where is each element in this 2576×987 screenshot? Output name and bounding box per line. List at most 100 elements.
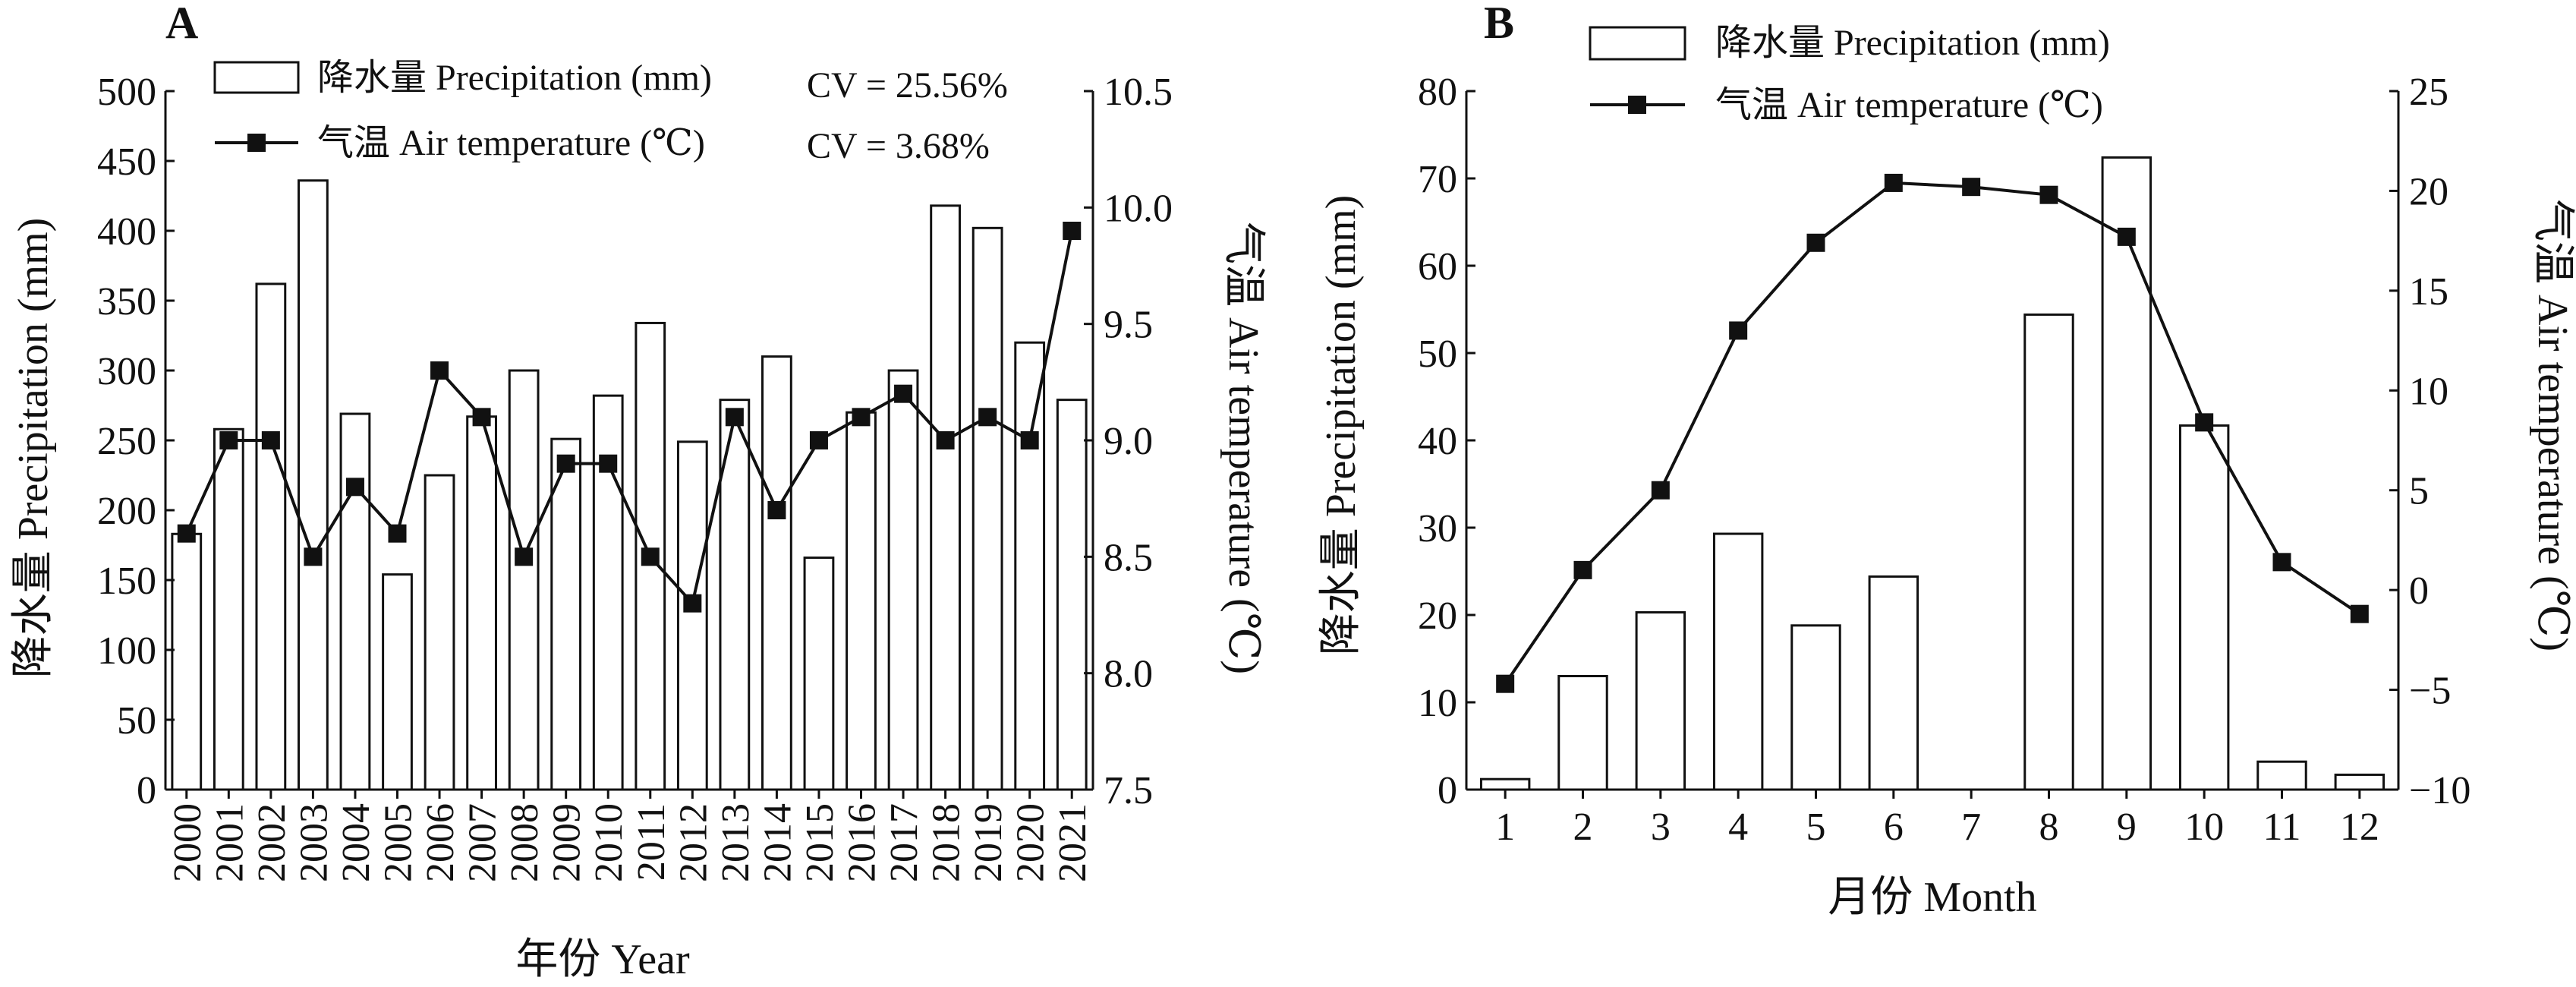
temperature-point — [1020, 431, 1039, 449]
y-tick-label: 300 — [97, 350, 156, 393]
x-tick-label: 5 — [1806, 806, 1826, 849]
x-tick-label: 2010 — [587, 803, 631, 882]
x-tick-label: 6 — [1884, 806, 1904, 849]
y2-tick-label: 25 — [2409, 71, 2448, 114]
y-tick-label: 350 — [97, 280, 156, 323]
temperature-point — [304, 547, 323, 566]
panel-a-legend: 降水量 Precipitation (mm) 气温 Air temperatur… — [213, 58, 712, 163]
temperature-point — [894, 384, 913, 403]
x-tick-label: 2014 — [756, 803, 799, 882]
y-tick-label: 500 — [97, 71, 156, 114]
x-tick-label: 2001 — [208, 803, 251, 882]
y2-tick-label: 10.0 — [1104, 187, 1173, 230]
temperature-line — [184, 230, 1074, 607]
temperature-point — [2272, 553, 2291, 572]
precipitation-bar — [1056, 399, 1088, 791]
temperature-point — [599, 454, 618, 473]
temperature-point — [177, 524, 196, 543]
precipitation-bar — [382, 573, 413, 791]
legend-line-marker — [247, 134, 266, 152]
temperature-point — [725, 408, 744, 427]
x-tick-label: 2019 — [967, 803, 1010, 882]
x-tick-label: 2021 — [1051, 803, 1094, 882]
x-tick-label: 2018 — [925, 803, 968, 882]
temperature-point — [472, 408, 491, 427]
precipitation-bar — [1479, 777, 1531, 791]
precipitation-bar — [972, 226, 1003, 791]
temperature-point — [2039, 185, 2058, 204]
x-tick-label: 7 — [1961, 806, 1981, 849]
temperature-point — [345, 478, 364, 497]
x-tick-label: 1 — [1495, 806, 1515, 849]
temperature-point — [1651, 481, 1670, 500]
temperature-point — [1806, 233, 1825, 252]
precipitation-bar — [255, 282, 287, 791]
temperature-point — [767, 501, 786, 519]
y-tick-label: 60 — [1418, 245, 1457, 289]
temperature-point — [261, 431, 280, 449]
temperature-point — [1063, 222, 1082, 240]
precipitation-bar — [887, 369, 919, 791]
precipitation-bar — [339, 412, 371, 791]
temperature-point — [556, 454, 575, 473]
precipitation-bar — [676, 440, 708, 791]
y2-tick-label: 8.5 — [1104, 536, 1153, 579]
precipitation-bar — [1635, 611, 1686, 791]
precipitation-bar — [761, 355, 792, 791]
y2-tick-label: 20 — [2409, 170, 2448, 213]
x-tick-label: 2016 — [841, 803, 884, 882]
y-tick-label: 100 — [97, 629, 156, 673]
precipitation-bar — [2178, 424, 2230, 791]
legend-bar-swatch — [1589, 26, 1686, 61]
x-tick-label: 2012 — [672, 803, 715, 882]
temperature-point — [388, 524, 407, 543]
x-tick-label: 2008 — [503, 803, 546, 882]
y2-tick-label: −5 — [2409, 670, 2451, 713]
x-tick-label: 2017 — [883, 803, 926, 882]
x-tick-label: 4 — [1728, 806, 1748, 849]
legend-line-marker — [1628, 96, 1646, 114]
temperature-point — [1962, 178, 1981, 197]
y2-tick-label: 9.5 — [1104, 304, 1153, 347]
temperature-point — [683, 594, 702, 613]
temperature-point — [936, 431, 955, 449]
precipitation-bar — [424, 474, 455, 791]
precipitation-bar — [550, 437, 582, 791]
panel-a-y2-axis-title: 气温 Air temperature (℃) — [1220, 222, 1267, 674]
x-tick-label: 2006 — [419, 803, 462, 882]
y-tick-label: 30 — [1418, 507, 1457, 550]
panel-a: A 0 50 100 150 200 250 300 350 400 450 500 7.5 8.0 8.… — [10, 0, 1267, 983]
panel-b-legend: 降水量 Precipitation (mm) 气温 Air temperatur… — [1589, 23, 2110, 125]
x-tick-label: 3 — [1651, 806, 1671, 849]
legend-temperature-label: 气温 Air temperature (℃) — [317, 123, 705, 163]
y2-tick-label: 0 — [2409, 569, 2429, 613]
x-tick-label: 2007 — [461, 803, 505, 882]
precipitation-bar — [213, 427, 244, 791]
temperature-point — [978, 408, 997, 427]
temperature-point — [852, 408, 871, 427]
temperature-point — [515, 547, 534, 566]
precipitation-bar — [2334, 773, 2385, 791]
y-tick-label: 50 — [1418, 333, 1457, 376]
precipitation-bar — [846, 411, 877, 791]
x-tick-label: 2015 — [798, 803, 842, 882]
panel-a-x-axis-title: 年份 Year — [515, 936, 690, 983]
x-tick-label: 8 — [2039, 806, 2059, 849]
x-tick-label: 11 — [2263, 806, 2300, 849]
precipitation-bar — [2256, 760, 2307, 791]
panel-b-x-axis-title: 月份 Month — [1828, 874, 2036, 921]
y-tick-label: 400 — [97, 210, 156, 254]
precipitation-bar — [466, 415, 497, 791]
temperature-point — [1573, 560, 1592, 579]
panel-a-cv-temperature: CV = 3.68% — [807, 126, 990, 166]
x-tick-label: 2003 — [292, 803, 335, 882]
y-tick-label: 80 — [1418, 71, 1457, 114]
y-tick-label: 0 — [1438, 769, 1457, 812]
panel-a-plot-area: 0 50 100 150 200 250 300 350 400 450 500 7.5 8.0 8.5 9… — [97, 71, 1173, 882]
y-tick-label: 40 — [1418, 420, 1457, 463]
y2-tick-label: 10.5 — [1104, 71, 1173, 114]
x-tick-label: 9 — [2117, 806, 2137, 849]
